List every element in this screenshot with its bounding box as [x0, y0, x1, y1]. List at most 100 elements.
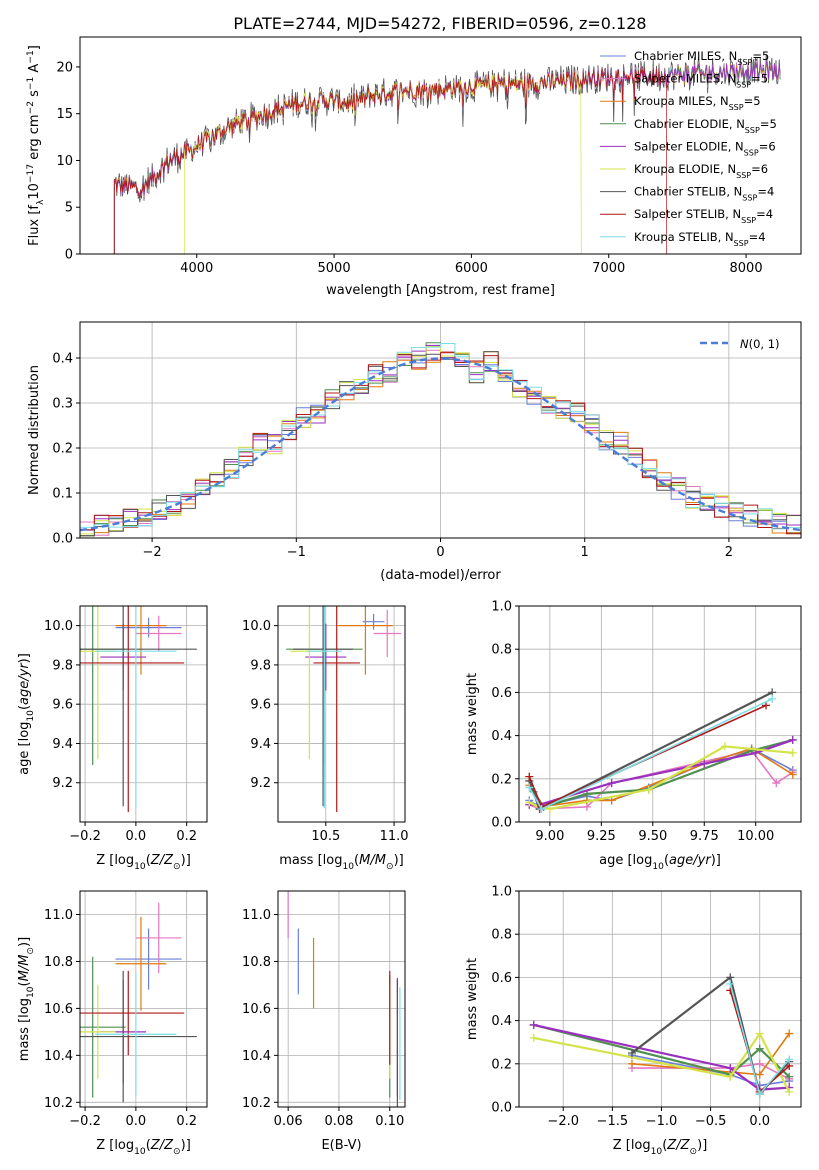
label-part: )]: [17, 937, 32, 947]
errorbar-point: [80, 606, 197, 807]
x-tick-label: −2: [143, 545, 162, 560]
x-tick-label: −0.5: [695, 1114, 727, 1129]
label-part: age/yr: [17, 662, 32, 705]
label-part: mass [log: [17, 998, 32, 1061]
y-tick-label: 0.2: [491, 1057, 512, 1072]
weight_vs_age-ylabel: mass weight: [465, 673, 480, 755]
y-tick-label: 10.2: [44, 1096, 73, 1111]
age_vs_Z-series: [80, 606, 197, 813]
mass_vs_Z-ylabel: mass [log10(M/M⊙)]: [17, 937, 36, 1061]
label-part: λ: [36, 199, 46, 205]
label-part: N: [725, 230, 734, 244]
x-tick-label: 0.2: [176, 829, 197, 844]
label-part: )]: [181, 1138, 191, 1153]
legend-entry: Kroupa STELIB, NSSP=4: [634, 230, 766, 248]
y-tick-label: 9.4: [52, 737, 73, 752]
label-part: Chabrier MILES,: [634, 49, 729, 63]
label-part: N: [720, 94, 729, 108]
y-tick-label: 5: [65, 201, 73, 216]
x-tick-label: 0.0: [126, 1114, 147, 1129]
weight-marker: [755, 1059, 764, 1068]
y-tick-label: 10.0: [44, 619, 73, 634]
weight-marker: [525, 772, 534, 781]
weight-marker: [529, 1033, 538, 1042]
age_vs_Z-ylabel: age [log10(age/yr)]: [17, 653, 36, 775]
label-part: SSP: [744, 148, 759, 157]
y-tick-label: 0.3: [52, 397, 73, 412]
x-tick-label: 4000: [180, 261, 213, 276]
age_vs_Z-frame: [79, 605, 208, 823]
weight_vs_age-xlabel: age [log10(age/yr)]: [599, 853, 721, 872]
weight-marker: [785, 1072, 794, 1081]
y-tick-label: 9.4: [250, 737, 271, 752]
residuals-axes: −2 −1 0 1 2 0.0 0.1 0.2 0.3 0.4: [52, 322, 801, 560]
mass_vs_EBV-grid: [278, 891, 405, 1107]
weight-line-0: [528, 747, 794, 808]
spectrum-frame: [79, 36, 802, 255]
label-part: s: [27, 90, 42, 101]
errorbar-point: [362, 613, 385, 630]
errorbar-point: [293, 606, 354, 807]
age_vs_mass-grid: [278, 606, 405, 822]
age_vs_Z-grid: [80, 606, 207, 822]
x-tick-label: 0.10: [375, 1114, 404, 1129]
y-tick-label: 1.0: [491, 885, 512, 900]
weight-marker: [768, 694, 777, 703]
x-tick-label: 11.0: [380, 829, 409, 844]
label-part: )]: [181, 853, 191, 868]
y-tick-label: 10: [56, 154, 73, 169]
y-tick-label: 10.8: [44, 955, 73, 970]
label-part: Z [log: [613, 1138, 651, 1153]
label-part: 10: [27, 183, 42, 200]
legend-entry: Salpeter ELODIE, NSSP=6: [634, 139, 776, 157]
y-tick-label: 10.2: [242, 1096, 271, 1111]
label-part: N: [735, 139, 744, 153]
y-tick-label: 0.6: [491, 971, 512, 986]
y-tick-label: 0.8: [491, 643, 512, 658]
label-part: (: [146, 1138, 151, 1153]
residuals-ylabel: Normed distribution: [27, 365, 42, 495]
label-part: =4: [757, 185, 774, 199]
errorbar-point: [80, 956, 126, 1098]
label-part: Kroupa ELODIE,: [634, 162, 727, 176]
y-tick-label: 10.6: [44, 1002, 73, 1017]
label-part: age [log: [599, 853, 652, 868]
y-tick-label: 0.2: [491, 772, 512, 787]
weight-marker: [627, 1049, 636, 1057]
label-part: (0, 1): [749, 337, 780, 351]
label-part: −17: [26, 164, 36, 183]
y-tick-label: 0.4: [52, 352, 73, 367]
weight-marker: [700, 759, 709, 768]
weight-marker: [726, 979, 735, 988]
label-part: SSP: [734, 238, 749, 247]
label-part: M/M: [17, 955, 32, 982]
x-tick-label: 5000: [318, 261, 351, 276]
residuals-xlabel: (data-model)/error: [380, 568, 501, 583]
y-tick-label: 9.2: [250, 776, 271, 791]
label-part: age/yr: [669, 853, 712, 868]
age_vs_mass-xlabel: mass [log10(M/M⊙)]: [279, 853, 403, 872]
x-tick-label: −1.5: [597, 1114, 629, 1129]
weight_vs_age-grid: [519, 605, 801, 823]
mass_vs_EBV-xlabel: E(B-V): [321, 1138, 361, 1153]
errorbar-point: [313, 606, 360, 813]
errorbar-point: [80, 984, 116, 1079]
x-tick-label: 7000: [592, 261, 625, 276]
y-tick-label: 0.0: [491, 1101, 512, 1116]
weight-marker: [627, 1059, 636, 1068]
errorbar-point: [306, 606, 343, 809]
mass_vs_Z-axes: −0.2 0.0 0.2 10.2 10.4 10.6 10.8 11.0: [44, 891, 207, 1129]
errorbar-point: [95, 606, 177, 809]
y-tick-label: 0.4: [491, 729, 512, 744]
label-part: (: [17, 705, 32, 710]
label-part: =4: [756, 207, 773, 221]
x-tick-label: −0.2: [69, 829, 101, 844]
mass_vs_Z-frame: [79, 890, 208, 1108]
errorbar-point: [115, 617, 182, 638]
age_vs_Z-axes: −0.2 0.0 0.2 9.2 9.4 9.6 9.8 10.0: [44, 606, 207, 844]
y-tick-label: 10.4: [44, 1049, 73, 1064]
label-part: A: [27, 64, 42, 77]
weight-marker: [607, 779, 616, 788]
weight_vs_Z-frame: [518, 890, 802, 1108]
label-part: =4: [749, 230, 766, 244]
